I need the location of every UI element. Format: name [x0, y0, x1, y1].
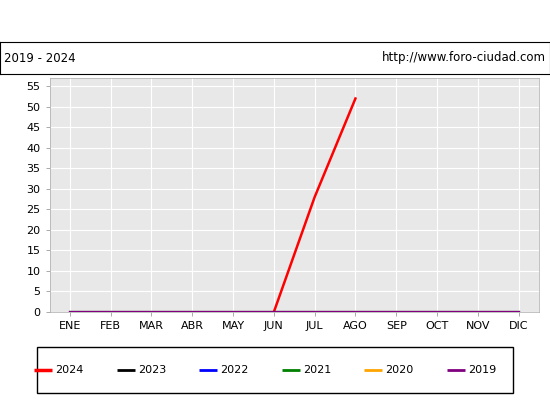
Text: 2021: 2021: [303, 365, 331, 375]
Text: 2022: 2022: [221, 365, 249, 375]
Text: 2020: 2020: [386, 365, 414, 375]
Text: 2023: 2023: [138, 365, 166, 375]
Text: http://www.foro-ciudad.com: http://www.foro-ciudad.com: [382, 52, 546, 64]
Text: 2019: 2019: [468, 365, 496, 375]
Text: Evolucion Nº Turistas Extranjeros en el municipio de Españado: Evolucion Nº Turistas Extranjeros en el …: [46, 14, 504, 28]
Text: 2024: 2024: [56, 365, 84, 375]
Text: 2019 - 2024: 2019 - 2024: [4, 52, 76, 64]
